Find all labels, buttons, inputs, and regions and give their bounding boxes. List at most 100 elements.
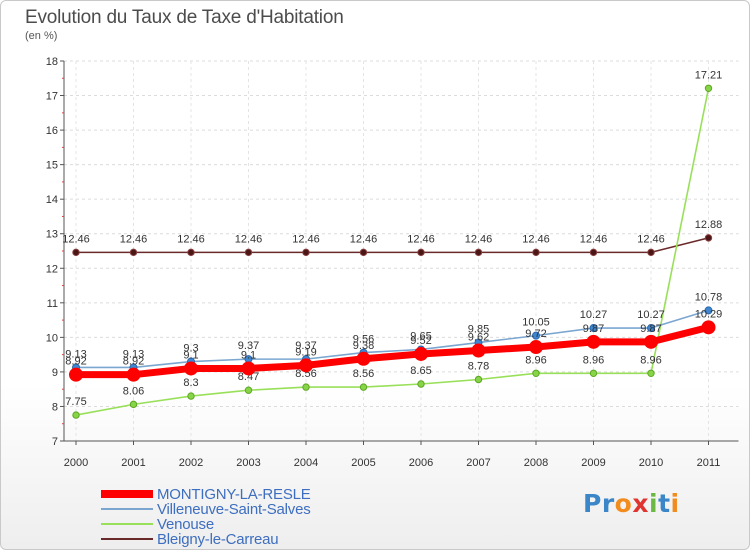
series-villeneuve-saint-salves: 9.13 9.13 9.3 9.37 9.37 9.56 9.65 9.85 10.05 10.2… — [65, 291, 723, 372]
series-bleigny-le-carreau: 12.46 12.46 12.46 12.46 12.46 12.46 12.46 12.46… — [62, 219, 723, 257]
x-tick-label: 2003 — [236, 457, 260, 469]
data-point — [532, 248, 540, 257]
x-tick-label: 2001 — [121, 457, 145, 469]
y-tick-label: 17 — [46, 91, 58, 103]
data-label: 10.05 — [522, 317, 550, 329]
x-tick-label: 2005 — [351, 457, 375, 469]
data-point — [126, 367, 141, 382]
data-point — [302, 248, 310, 257]
x-tick-label: 2011 — [697, 457, 721, 469]
data-label: 9.65 — [410, 330, 431, 342]
data-label: 9.37 — [238, 340, 259, 352]
data-label: 12.46 — [407, 233, 435, 245]
y-tick-label: 15 — [46, 160, 58, 172]
grid-lines — [64, 60, 739, 441]
unit-label: (en %) — [25, 30, 58, 42]
y-tick-label: 16 — [46, 125, 58, 137]
data-label: 8.78 — [468, 361, 489, 373]
logo-letter: i — [670, 489, 680, 518]
data-point — [187, 392, 195, 400]
data-label: 10.27 — [637, 309, 665, 321]
data-label: 12.46 — [522, 233, 550, 245]
data-label: 10.27 — [580, 309, 608, 321]
data-point — [701, 320, 716, 335]
data-point — [241, 361, 256, 376]
data-label: 12.46 — [637, 233, 665, 245]
data-point — [359, 248, 368, 257]
data-point — [471, 343, 486, 358]
data-label: 9.19 — [295, 346, 316, 358]
data-point — [474, 375, 483, 384]
proxiti-logo: Proxiti — [583, 489, 680, 518]
data-label: 8.96 — [583, 354, 604, 366]
data-label: 8.47 — [238, 371, 259, 383]
data-label: 9.13 — [65, 348, 86, 360]
data-point — [704, 234, 713, 242]
legend-swatch — [101, 508, 153, 510]
data-label: 9.56 — [353, 334, 374, 346]
x-tick-label: 2000 — [64, 457, 88, 469]
data-point — [187, 248, 195, 257]
y-tick-label: 8 — [52, 401, 58, 413]
data-label: 9.72 — [525, 328, 546, 340]
data-point — [589, 324, 598, 333]
x-tick-label: 2002 — [179, 457, 203, 469]
series-montigny-la-resle: 8.92 8.92 9.1 9.1 9.19 9.38 9.52 9.62 9.72 9.87 9.… — [65, 308, 722, 382]
legend-swatch — [101, 538, 153, 540]
legend-swatch — [101, 490, 153, 498]
data-label: 8.3 — [183, 377, 198, 389]
data-label: 8.96 — [525, 354, 546, 366]
data-label: 8.92 — [123, 356, 144, 368]
data-point — [589, 369, 598, 377]
logo-letter: t — [658, 489, 671, 518]
y-tick-label: 11 — [47, 298, 58, 310]
data-point — [474, 248, 483, 257]
data-point — [69, 367, 83, 382]
data-label: 12.46 — [580, 233, 608, 245]
x-tick-label: 2009 — [581, 457, 605, 469]
data-label: 8.92 — [65, 356, 86, 368]
logo-letter: x — [632, 489, 649, 518]
series-line — [75, 88, 710, 416]
legend-label: Villeneuve-Saint-Salves — [157, 501, 311, 518]
logo-letter: P — [583, 489, 602, 518]
data-label: 10.78 — [695, 291, 723, 303]
data-label: 12.88 — [695, 219, 723, 231]
data-label: 9.62 — [468, 331, 489, 343]
data-point — [129, 400, 138, 409]
data-label: 12.46 — [292, 233, 320, 245]
data-label: 12.46 — [177, 233, 205, 245]
data-label: 12.46 — [465, 233, 493, 245]
logo-letter: i — [649, 489, 659, 518]
x-tick-label: 2007 — [466, 457, 490, 469]
data-point — [299, 358, 313, 373]
y-tick-label: 14 — [46, 194, 58, 206]
data-label: 8.65 — [410, 365, 431, 377]
x-tick-label: 2010 — [639, 457, 663, 469]
data-point — [586, 334, 601, 349]
data-point — [644, 334, 658, 349]
legend-label: Venouse — [157, 516, 214, 533]
chart-title: Evolution du Taux de Taxe d'Habitation — [25, 7, 344, 28]
series-line — [76, 323, 710, 379]
data-point — [414, 346, 428, 361]
data-point — [704, 306, 713, 315]
data-point — [589, 248, 598, 257]
data-label: 9.13 — [123, 348, 144, 360]
y-tick-label: 9 — [52, 367, 58, 379]
data-point — [302, 383, 310, 391]
y-tick-label: 7 — [52, 436, 58, 448]
data-label: 9.1 — [241, 349, 256, 361]
data-point — [72, 411, 80, 419]
data-point — [356, 351, 371, 366]
x-tick-label: 2004 — [294, 457, 318, 469]
data-label: 8.96 — [640, 354, 661, 366]
data-point — [244, 248, 253, 257]
logo-letter: r — [601, 489, 615, 518]
data-point — [72, 248, 80, 257]
legend-swatch — [101, 523, 153, 525]
data-label: 9.38 — [353, 340, 374, 352]
y-tick-label: 10 — [46, 332, 58, 344]
series-venouse: 7.758.068.3 8.47 8.56 8.56 8.65 8.788.96 8.96 8… — [65, 69, 722, 419]
